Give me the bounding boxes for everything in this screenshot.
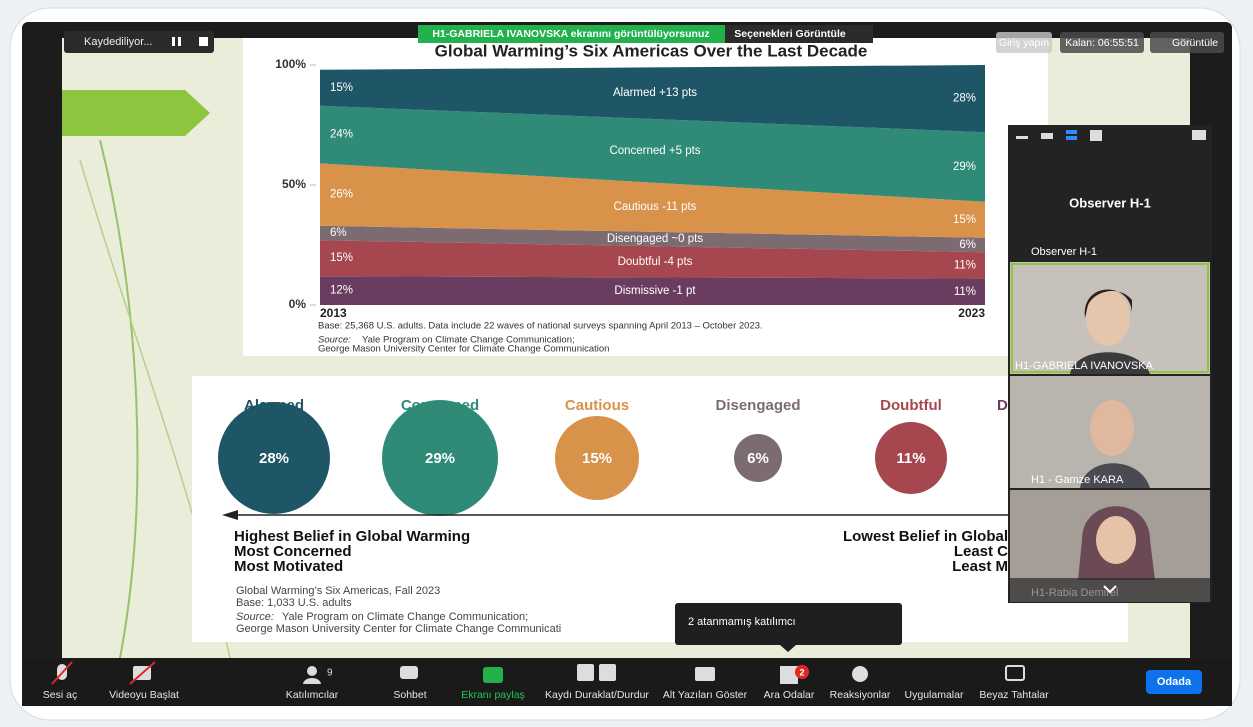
segment-name: D (997, 397, 1008, 414)
toolbar-label[interactable]: Alt Yazıları Göster (663, 689, 748, 701)
breakout-icon[interactable] (780, 666, 798, 684)
person (1096, 516, 1136, 564)
foot-base: Base: 1,033 U.S. adults (236, 597, 352, 609)
value-label: 12% (330, 285, 353, 297)
series-label: Concerned +5 pts (609, 145, 700, 157)
badge-count: 2 (799, 667, 804, 677)
toolbar-label[interactable]: Sesi aç (43, 689, 77, 701)
panel-icon[interactable] (1066, 136, 1077, 140)
y-tick-label: 0% (289, 297, 307, 311)
x-tick-label: 2013 (320, 306, 347, 320)
tile-name: H1-Rabia Demirel (1031, 587, 1118, 599)
view-text: Görüntüle (1172, 37, 1218, 49)
tile-name: H1-GABRIELA IVANOVSKA (1015, 360, 1154, 372)
pause-icon (178, 37, 181, 46)
panel-icon[interactable] (1192, 130, 1206, 140)
value-label: 26% (330, 189, 353, 201)
chat-icon[interactable] (400, 666, 418, 679)
chart-note: Base: 25,368 U.S. adults. Data include 2… (318, 321, 763, 332)
segment-value: 6% (747, 450, 769, 467)
share-icon[interactable] (483, 667, 503, 683)
value-label: 29% (953, 161, 976, 173)
segment-value: 11% (896, 450, 925, 467)
pause-icon (172, 37, 175, 46)
value-label: 24% (330, 129, 353, 141)
value-label: 11% (954, 259, 976, 271)
rooms-button-text[interactable]: Odada (1157, 676, 1192, 688)
stop-record-icon[interactable] (599, 664, 616, 681)
person (1090, 400, 1134, 456)
panel-icon[interactable] (1090, 130, 1102, 141)
self-name: Observer H-1 (1069, 195, 1151, 210)
series-label: Disengaged ~0 pts (607, 233, 703, 245)
source-line: Yale Program on Climate Change Communica… (282, 611, 528, 623)
cc-icon[interactable] (695, 667, 715, 681)
value-label: 6% (330, 227, 347, 239)
stop-icon (199, 37, 208, 46)
series-label: Doubtful -4 pts (618, 256, 693, 268)
recording-status: Kaydediliyor... (84, 36, 152, 48)
value-label: 6% (959, 239, 976, 251)
chart-title: Global Warming’s Six Americas Over the L… (435, 41, 868, 60)
value-label: 15% (953, 214, 976, 226)
source-line: George Mason University Center for Clima… (236, 623, 561, 635)
foot-title: Global Warming’s Six Americas, Fall 2023 (236, 585, 440, 597)
toolbar-label[interactable]: Ara Odalar (764, 689, 815, 701)
toolbar-label[interactable]: Sohbet (393, 689, 426, 701)
pause-record-icon[interactable] (577, 664, 594, 681)
sign-in-text: Giriş yapın (999, 37, 1049, 49)
source-line: George Mason University Center for Clima… (318, 344, 609, 355)
participants-count: 9 (327, 668, 333, 679)
x-tick-label: 2023 (958, 306, 985, 320)
value-label: 28% (953, 93, 976, 105)
panel-icon[interactable] (1041, 133, 1053, 139)
toolbar-label[interactable]: Ekranı paylaş (461, 689, 525, 701)
toolbar-label[interactable]: Beyaz Tahtalar (979, 689, 1049, 701)
y-tick-label: 100% (275, 57, 306, 71)
toolbar-label[interactable]: Uygulamalar (905, 689, 964, 701)
panel-icon[interactable] (1016, 136, 1028, 139)
segment-value: 15% (582, 450, 612, 467)
segment-name: Disengaged (715, 397, 800, 414)
series-label: Dismissive -1 pt (614, 285, 696, 297)
series-label: Cautious -11 pts (614, 201, 697, 213)
screen: Global Warming’s Six Americas Over the L… (0, 0, 1253, 727)
value-label: 15% (330, 82, 353, 94)
tile-name: H1 - Gamze KARA (1031, 474, 1124, 486)
value-label: 15% (330, 252, 353, 264)
series-label: Alarmed +13 pts (613, 87, 697, 99)
toolbar-label[interactable]: Kaydı Duraklat/Durdur (545, 689, 649, 701)
segment-name: Doubtful (880, 397, 942, 414)
tooltip-text: 2 atanmamış katılımcı (688, 616, 796, 628)
options-text: Seçenekleri Görüntüle (734, 28, 846, 40)
y-tick-label: 50% (282, 177, 306, 191)
segment-name: Cautious (565, 397, 629, 414)
source-label: Source: (236, 611, 274, 623)
toolbar-label[interactable]: Videoyu Başlat (109, 689, 179, 701)
reactions-icon[interactable] (852, 666, 868, 682)
self-label: Observer H-1 (1031, 246, 1097, 258)
participants-icon[interactable] (307, 666, 317, 676)
panel-icon[interactable] (1066, 130, 1077, 134)
timer-text: Kalan: 06:55:51 (1065, 37, 1139, 49)
toolbar-label[interactable]: Katılımcılar (286, 689, 339, 701)
sharing-banner-text: H1-GABRIELA IVANOVSKA ekranını görüntülü… (432, 28, 709, 40)
toolbar-label[interactable]: Reaksiyonlar (830, 689, 891, 701)
belief-left: Most Motivated (234, 558, 343, 575)
segment-value: 28% (259, 450, 289, 467)
slide-arrow (62, 90, 210, 136)
belief-right: Least M (952, 558, 1008, 575)
segment-value: 29% (425, 450, 455, 467)
value-label: 11% (954, 286, 976, 298)
